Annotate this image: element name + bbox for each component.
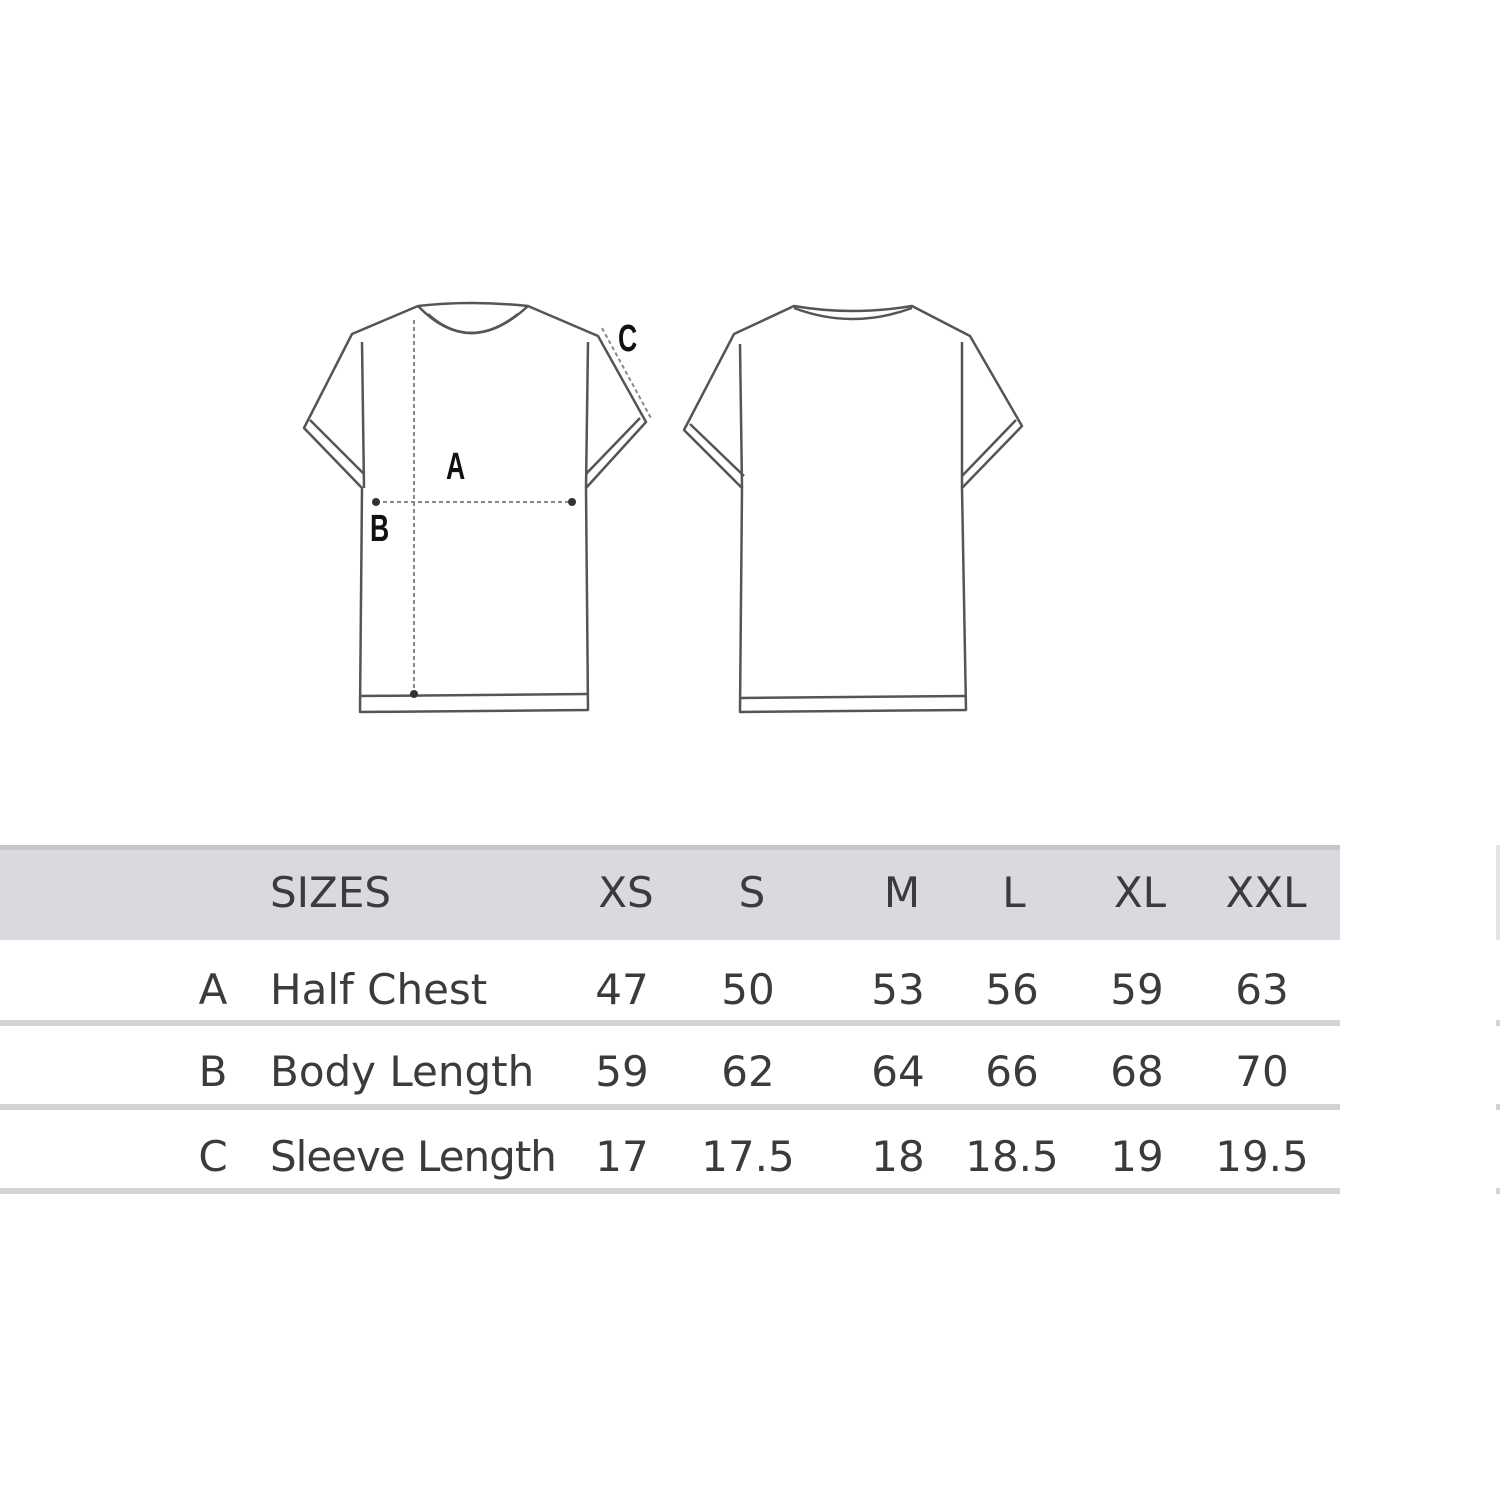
- row-label: Sleeve Length: [270, 1132, 557, 1181]
- edge-fragment: [1496, 845, 1500, 940]
- cell-value: 56: [985, 965, 1039, 1014]
- row-label: Half Chest: [270, 965, 488, 1014]
- header-size: XXL: [1225, 868, 1307, 917]
- cell-value: 63: [1235, 965, 1289, 1014]
- cell-value: 47: [595, 965, 649, 1014]
- header-size: S: [738, 868, 766, 917]
- edge-fragment: [1496, 1188, 1500, 1194]
- cell-value: 18: [871, 1132, 925, 1181]
- row-key: C: [198, 1132, 228, 1181]
- cell-value: 17.5: [701, 1132, 795, 1181]
- row-label: Body Length: [270, 1047, 535, 1096]
- header-size: XL: [1113, 868, 1167, 917]
- header-size: L: [1002, 868, 1026, 917]
- measure-label-c: C: [618, 318, 638, 360]
- cell-value: 19: [1110, 1132, 1164, 1181]
- cell-value: 68: [1110, 1047, 1164, 1096]
- edge-fragment: [1496, 1104, 1500, 1110]
- row-divider: [0, 1104, 1340, 1110]
- measure-label-b: B: [370, 508, 390, 550]
- tshirt-back-diagram: [682, 304, 1024, 714]
- cell-value: 19.5: [1215, 1132, 1309, 1181]
- cell-value: 53: [871, 965, 925, 1014]
- row-divider: [0, 1188, 1340, 1194]
- cell-value: 64: [871, 1047, 925, 1096]
- cell-value: 70: [1235, 1047, 1289, 1096]
- cell-value: 66: [985, 1047, 1039, 1096]
- header-size: XS: [598, 868, 654, 917]
- measure-label-a: A: [446, 446, 466, 488]
- row-key: B: [198, 1047, 228, 1096]
- header-sizes: SIZES: [270, 868, 392, 917]
- table-header-band: [0, 845, 1340, 940]
- cell-value: 18.5: [965, 1132, 1059, 1181]
- cell-value: 62: [721, 1047, 775, 1096]
- row-key: A: [198, 965, 228, 1014]
- cell-value: 59: [595, 1047, 649, 1096]
- tshirt-front-diagram: [302, 301, 653, 714]
- cell-value: 59: [1110, 965, 1164, 1014]
- cell-value: 50: [721, 965, 775, 1014]
- edge-fragment: [1496, 1020, 1500, 1026]
- row-divider: [0, 1020, 1340, 1026]
- header-size: M: [883, 868, 921, 917]
- cell-value: 17: [595, 1132, 649, 1181]
